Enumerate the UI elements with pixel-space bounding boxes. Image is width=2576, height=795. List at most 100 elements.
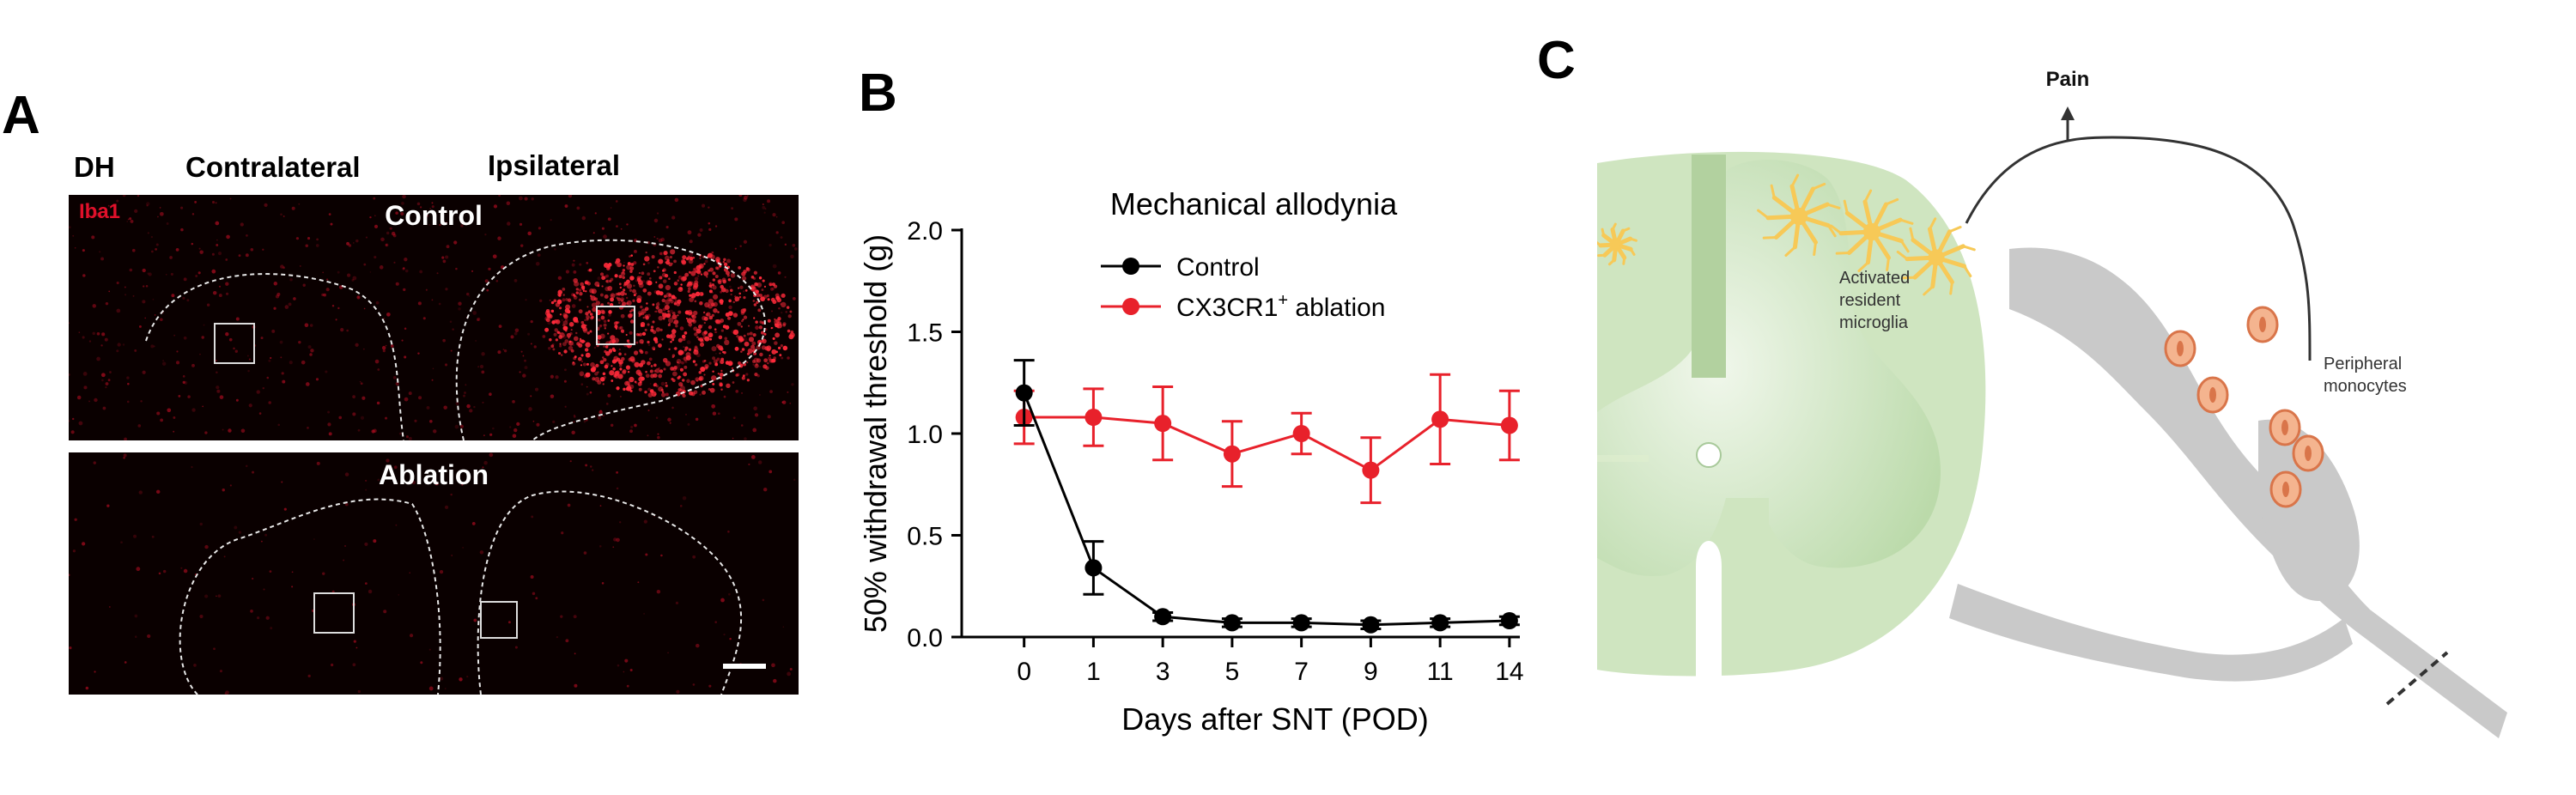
cell-speck [679,505,683,507]
cell-speck [507,621,511,624]
cell-speck [302,283,306,287]
cell-speck [126,400,130,404]
microglia-speck [743,315,748,319]
cell-speck [689,240,693,244]
cell-speck [568,195,573,198]
micrograph-control: Iba1 Control [69,195,799,440]
cell-speck [748,463,750,466]
cell-speck [417,301,422,306]
microglia-speck [680,276,686,282]
microglia-speck [704,301,710,308]
microglia-speck [559,343,562,345]
microglia-speck [625,301,629,306]
microglia-speck [653,337,658,342]
cell-speck [69,226,71,229]
microglia-speck [568,322,574,327]
cell-speck [781,311,783,314]
cell-speck [605,274,609,278]
cell-speck [133,534,137,538]
cell-speck [743,240,748,244]
microglia-speck [760,296,765,302]
panel-b-letter: B [859,64,897,123]
microglia-speck [774,341,778,345]
cell-speck [667,652,669,654]
microglia-speck [627,345,630,349]
cell-speck [211,252,215,256]
microglia-speck [579,337,582,341]
cell-speck [363,307,366,310]
microglia-speck [610,277,614,282]
cell-speck [603,234,607,239]
microglia-speck [666,258,670,262]
microglia-speck [703,359,707,362]
microglia-speck [659,276,663,280]
microglia-speck [654,393,657,396]
cell-speck [201,336,204,339]
microglia-speck [779,354,782,357]
cell-speck [383,318,386,319]
cell-speck [404,269,409,273]
cell-speck [538,227,542,230]
microglia-speck [644,306,649,311]
cell-speck [125,294,127,296]
cell-speck [216,595,217,598]
microglia-speck [587,269,591,272]
cell-speck [215,221,220,226]
microglia-speck [652,303,655,306]
cell-speck [617,664,620,667]
cell-speck [514,646,518,649]
cell-speck [327,422,331,427]
microglia-speck [602,372,606,376]
cell-speck [438,302,441,306]
cell-speck [268,401,271,404]
cell-speck [142,300,146,304]
microglia-speck [700,273,703,276]
cell-speck [116,199,119,203]
cell-speck [398,432,402,435]
cell-speck [418,396,422,400]
cell-speck [777,271,781,275]
cell-speck [102,406,106,410]
cell-speck [657,433,659,435]
cell-speck [248,358,251,361]
cell-speck [355,646,358,649]
microglia-speck [680,283,683,286]
microglia-speck [762,279,765,282]
cell-speck [147,272,149,275]
microglia-speck [752,333,756,337]
cell-speck [307,674,311,677]
cell-speck [136,567,141,572]
cell-speck [510,335,514,339]
cell-speck [780,236,783,240]
cell-speck [610,207,612,209]
microglia-speck [708,315,714,320]
cell-speck [708,684,712,688]
microglia-speck [763,358,769,363]
microglia-speck [782,345,788,351]
cell-speck [309,324,313,327]
microglia-speck [719,352,721,355]
microglia-speck [719,264,722,268]
cell-speck [216,389,221,393]
microglia-speck [661,391,665,394]
cell-speck [695,417,699,422]
cell-speck [759,394,761,396]
microglia-speck [720,369,723,373]
microglia-speck [717,373,720,375]
cell-speck [91,235,95,240]
microglia-speck [582,362,586,367]
cell-speck [771,310,773,313]
cell-speck [624,658,629,663]
microglia-speck [772,337,775,340]
microglia-speck [585,352,591,358]
microglia-speck [629,255,631,258]
cell-speck [104,337,108,342]
microglia-speck [650,328,654,332]
microglia-speck [658,258,664,264]
cell-speck [155,489,161,495]
cell-speck [283,215,285,217]
microglia-speck [619,286,623,289]
microglia-speck [619,361,622,364]
cell-speck [409,572,411,574]
